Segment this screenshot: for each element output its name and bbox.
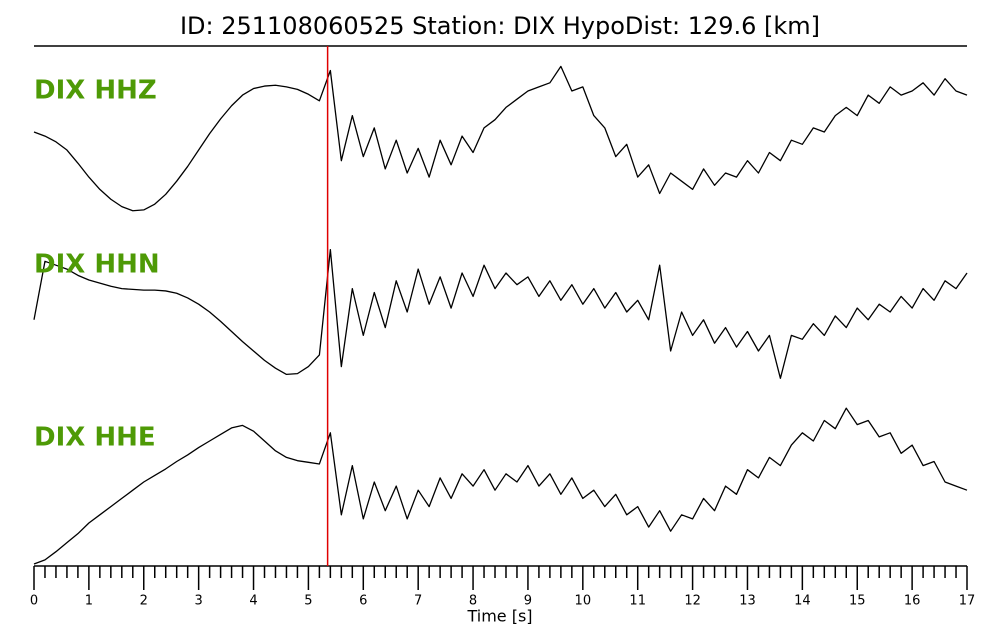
x-tick-label: 11 bbox=[629, 594, 646, 609]
trace-label: DIX HHN bbox=[34, 250, 160, 280]
trace-label: DIX HHZ bbox=[34, 76, 157, 106]
trace bbox=[33, 65, 968, 212]
x-tick-label: 13 bbox=[739, 594, 756, 609]
x-tick-label: 12 bbox=[684, 594, 701, 609]
x-tick-label: 9 bbox=[524, 594, 532, 609]
x-axis-label: Time [s] bbox=[466, 607, 532, 626]
trace bbox=[33, 248, 968, 379]
trace bbox=[33, 407, 968, 565]
x-tick-label: 16 bbox=[904, 594, 921, 609]
x-tick-label: 15 bbox=[849, 594, 866, 609]
x-tick-label: 7 bbox=[414, 594, 422, 609]
x-tick-label: 10 bbox=[575, 594, 592, 609]
x-tick-label: 0 bbox=[30, 594, 38, 609]
x-tick-label: 6 bbox=[359, 594, 367, 609]
chart-title: ID: 251108060525 Station: DIX HypoDist: … bbox=[180, 12, 820, 40]
x-tick-label: 1 bbox=[85, 594, 93, 609]
x-tick-label: 4 bbox=[249, 594, 257, 609]
x-tick-label: 14 bbox=[794, 594, 811, 609]
x-tick-label: 3 bbox=[195, 594, 203, 609]
x-tick-label: 17 bbox=[959, 594, 976, 609]
x-tick-label: 5 bbox=[304, 594, 312, 609]
trace-label: DIX HHE bbox=[34, 423, 156, 453]
x-tick-label: 2 bbox=[140, 594, 148, 609]
x-tick-label: 8 bbox=[469, 594, 477, 609]
